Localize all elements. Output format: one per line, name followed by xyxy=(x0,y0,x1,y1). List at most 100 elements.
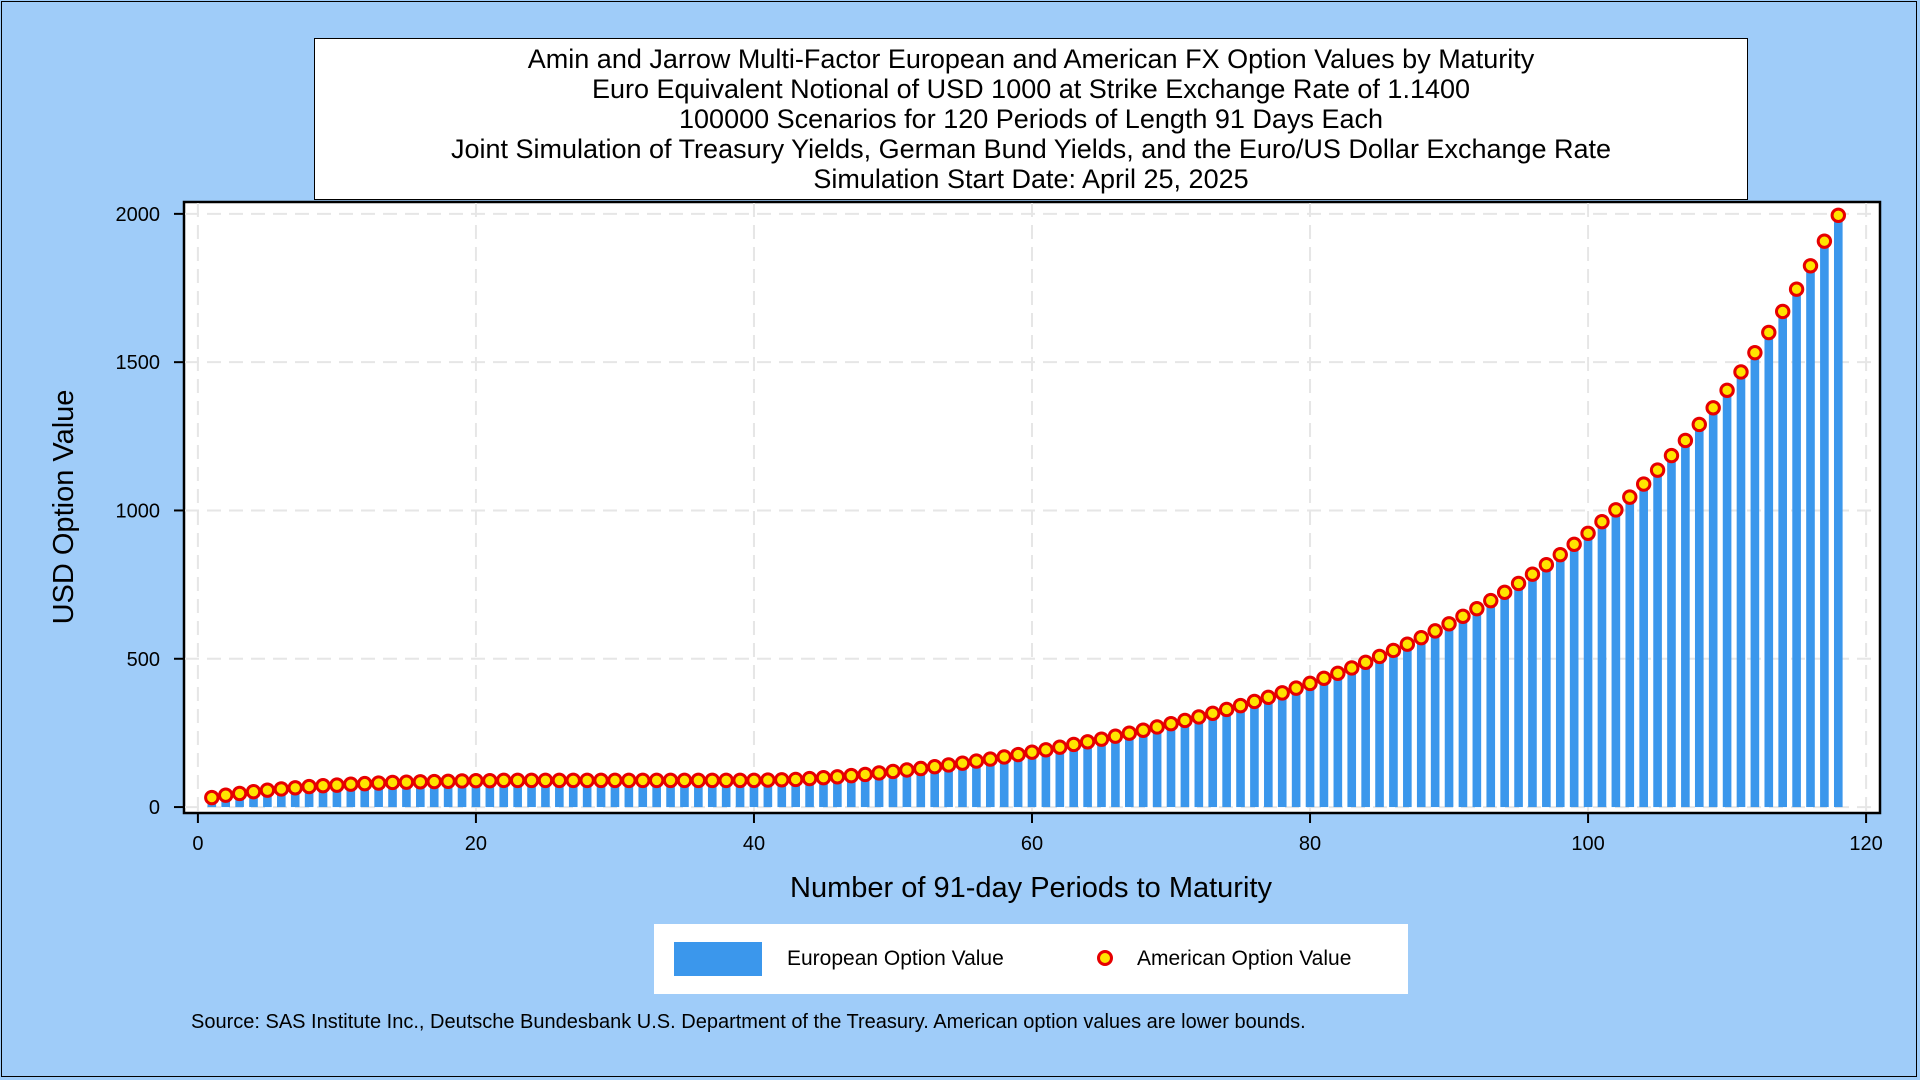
bar xyxy=(1166,723,1176,808)
marker xyxy=(732,772,748,789)
marker xyxy=(1344,660,1360,676)
bar xyxy=(1778,311,1787,808)
bar xyxy=(1180,720,1190,808)
marker xyxy=(746,772,762,789)
marker xyxy=(1385,642,1402,659)
bar xyxy=(999,756,1009,808)
marker xyxy=(579,772,595,789)
bar xyxy=(374,783,383,808)
bar xyxy=(513,780,522,808)
bar xyxy=(1027,752,1037,808)
marker xyxy=(1038,742,1054,758)
legend-label-american: American Option Value xyxy=(1137,947,1352,970)
bar xyxy=(833,776,842,808)
marker xyxy=(329,777,345,793)
bar xyxy=(1694,424,1704,808)
marker xyxy=(648,772,665,789)
marker xyxy=(1788,281,1805,297)
bar xyxy=(568,780,578,808)
bar xyxy=(277,788,286,808)
marker xyxy=(259,782,276,798)
marker xyxy=(523,772,540,789)
bar xyxy=(1653,470,1662,808)
y-axis-label: USD Option Value xyxy=(48,390,80,625)
marker xyxy=(1719,382,1735,399)
marker xyxy=(1205,705,1221,722)
bar xyxy=(721,780,731,808)
marker xyxy=(1747,344,1763,361)
x-tick-label: 80 xyxy=(1299,833,1321,855)
marker xyxy=(1510,575,1527,592)
marker xyxy=(343,776,359,792)
marker xyxy=(1635,476,1652,492)
legend-marker-american xyxy=(1097,950,1113,966)
bar xyxy=(624,780,634,808)
bar xyxy=(1667,455,1676,808)
bar xyxy=(596,780,606,808)
marker xyxy=(384,774,401,791)
bar xyxy=(1722,390,1732,808)
bar xyxy=(1097,739,1106,808)
marker xyxy=(1191,709,1207,725)
marker xyxy=(801,770,818,787)
bar xyxy=(263,790,272,808)
bar xyxy=(1291,688,1301,808)
marker xyxy=(370,775,387,791)
bar xyxy=(610,780,620,808)
marker xyxy=(1093,731,1110,747)
bar xyxy=(874,772,884,808)
y-tick-label: 1000 xyxy=(116,500,161,522)
marker xyxy=(635,772,651,789)
marker xyxy=(968,753,985,769)
marker xyxy=(496,772,512,789)
bar xyxy=(930,766,939,808)
bar xyxy=(332,785,342,808)
marker xyxy=(1066,736,1082,753)
bar xyxy=(1764,332,1774,808)
marker xyxy=(1691,416,1707,433)
marker xyxy=(1427,623,1443,639)
marker xyxy=(1079,734,1096,750)
bar xyxy=(1820,241,1829,808)
marker xyxy=(509,772,526,789)
marker xyxy=(565,772,581,789)
bar xyxy=(1208,713,1218,808)
bar xyxy=(1430,630,1440,808)
marker xyxy=(1107,728,1124,744)
marker xyxy=(1052,739,1068,755)
bar xyxy=(1416,637,1426,808)
bar xyxy=(666,780,675,808)
axis-layer: 0 20 40 60 80 100 120 0 500 1000 1500 2000 xyxy=(116,204,1883,855)
bar xyxy=(819,777,828,808)
marker xyxy=(621,772,637,789)
marker xyxy=(551,772,568,789)
marker xyxy=(398,774,415,790)
bar xyxy=(707,780,717,808)
bar xyxy=(916,768,926,808)
marker xyxy=(301,778,317,795)
y-tick-label: 0 xyxy=(149,797,160,819)
chart-title-line-2: Euro Equivalent Notional of USD 1000 at … xyxy=(591,74,1471,104)
marker xyxy=(843,767,859,784)
marker xyxy=(1135,722,1151,738)
marker xyxy=(1149,719,1165,735)
marker xyxy=(774,772,790,788)
bar xyxy=(1250,701,1259,808)
bar xyxy=(1569,544,1579,808)
bar xyxy=(1555,554,1565,808)
marker xyxy=(440,773,456,789)
y-tick-label: 2000 xyxy=(116,204,161,226)
x-tick-label: 120 xyxy=(1849,833,1882,855)
bar xyxy=(429,781,439,808)
bar xyxy=(1403,644,1412,808)
marker xyxy=(1121,725,1138,741)
marker xyxy=(593,772,609,789)
bar xyxy=(1458,616,1468,808)
bar xyxy=(1472,608,1482,808)
bar xyxy=(346,784,356,808)
x-tick-label: 0 xyxy=(192,833,203,855)
marker xyxy=(885,763,901,780)
marker xyxy=(1413,630,1429,646)
bar xyxy=(1736,371,1746,808)
marker xyxy=(287,780,303,796)
